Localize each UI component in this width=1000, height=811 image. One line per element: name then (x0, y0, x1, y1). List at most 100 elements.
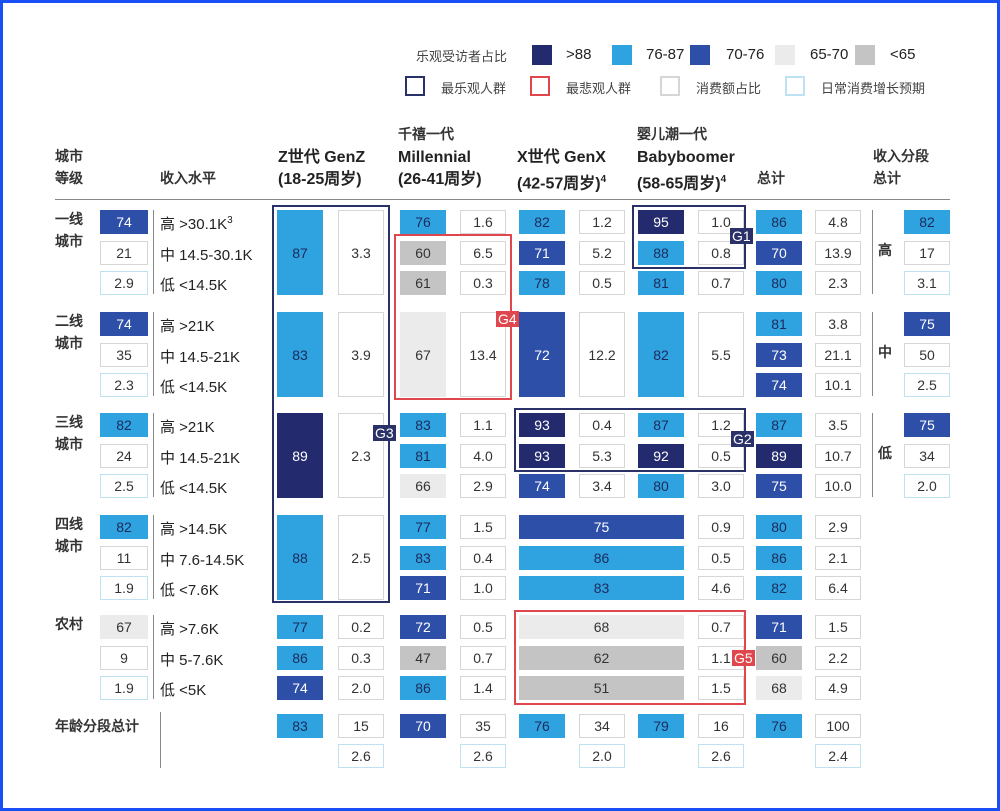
tier-label: 一线 (55, 212, 83, 228)
header-boomer-age: (58-65周岁)4 (637, 174, 727, 193)
header-mill: Millennial (398, 149, 471, 166)
total-share-cell: 81 (756, 312, 802, 336)
tier-growth-cell: 1.9 (100, 576, 148, 600)
genz-share-cell: 74 (277, 676, 323, 700)
genx-spend-cell: 0.5 (579, 271, 625, 295)
footnote-marker: 4 (600, 174, 607, 185)
mill-share-cell: 72 (400, 615, 446, 639)
total-spend-cell: 2.2 (815, 646, 861, 670)
income-label: 中 7.6-14.5K (160, 552, 245, 569)
legend-box-optimistic (405, 76, 425, 96)
income-label: 高 >14.5K (160, 521, 228, 538)
total-share-cell: 89 (756, 444, 802, 468)
group-tag-g3: G3 (373, 425, 396, 441)
header-genx: X世代 GenX (517, 149, 606, 166)
genx-spend-cell: 0.4 (579, 413, 625, 437)
tier-growth-cell: 2.5 (100, 474, 148, 498)
header-city-tier-2: 等级 (55, 171, 83, 187)
tier-share-cell: 74 (100, 312, 148, 336)
age-total-growth-cell: 2.6 (698, 744, 744, 768)
total-share-cell: 60 (756, 646, 802, 670)
header-genz-age: (18-25周岁) (278, 171, 362, 188)
income-divider (153, 210, 154, 294)
segment-divider (872, 210, 873, 294)
mill-share-cell: 83 (400, 546, 446, 570)
genz-spend-cell: 0.3 (338, 646, 384, 670)
tier-share-cell: 74 (100, 210, 148, 234)
tier-spend-cell: 35 (100, 343, 148, 367)
total-spend-cell: 2.1 (815, 546, 861, 570)
total-share-cell: 70 (756, 241, 802, 265)
mill-spend-cell: 1.4 (460, 676, 506, 700)
mill-spend-cell: 0.7 (460, 646, 506, 670)
age-total-growth-cell: 2.0 (579, 744, 625, 768)
segment-label: 低 (878, 446, 892, 462)
boomer-spend-cell: 0.8 (698, 241, 744, 265)
header-total: 总计 (757, 171, 785, 187)
income-label: 中 14.5-21K (160, 450, 241, 467)
age-total-share-cell: 76 (756, 714, 802, 738)
income-divider (153, 413, 154, 497)
genx-boomer-spend-cell: 4.6 (698, 576, 744, 600)
genz-share-cell: 87 (277, 210, 323, 295)
tier-share-cell: 67 (100, 615, 148, 639)
mill-spend-cell: 0.3 (460, 271, 506, 295)
segment-spend-cell: 34 (904, 444, 950, 468)
mill-share-cell: 67 (400, 312, 446, 397)
mill-share-cell: 60 (400, 241, 446, 265)
mill-spend-cell: 2.9 (460, 474, 506, 498)
mill-share-cell: 86 (400, 676, 446, 700)
tier-spend-cell: 11 (100, 546, 148, 570)
group-tag-g1: G1 (730, 228, 753, 244)
mill-share-cell: 47 (400, 646, 446, 670)
genx-spend-cell: 5.3 (579, 444, 625, 468)
header-income: 收入水平 (160, 171, 216, 187)
genz-share-cell: 83 (277, 312, 323, 397)
age-total-spend-cell: 34 (579, 714, 625, 738)
header-mill-age: (26-41周岁) (398, 171, 482, 188)
genz-share-cell: 89 (277, 413, 323, 498)
total-spend-cell: 10.7 (815, 444, 861, 468)
age-total-spend-cell: 16 (698, 714, 744, 738)
genx-share-cell: 93 (519, 444, 565, 468)
footnote-marker: 4 (720, 174, 727, 185)
boomer-spend-cell: 0.5 (698, 444, 744, 468)
genx-share-cell: 72 (519, 312, 565, 397)
mill-share-cell: 83 (400, 413, 446, 437)
total-share-cell: 74 (756, 373, 802, 397)
boomer-share-cell: 81 (638, 271, 684, 295)
income-label: 中 14.5-21K (160, 349, 241, 366)
genx-share-cell: 71 (519, 241, 565, 265)
income-divider (160, 712, 161, 768)
age-total-growth-cell: 2.4 (815, 744, 861, 768)
segment-spend-cell: 17 (904, 241, 950, 265)
age-total-share-cell: 79 (638, 714, 684, 738)
legend-share-label: 乐观受访者占比 (416, 50, 508, 65)
legend-swatch-r70_76 (690, 45, 710, 65)
total-spend-cell: 6.4 (815, 576, 861, 600)
income-label: 高 >21K (160, 318, 215, 335)
income-label: 高 >30.1K3 (160, 215, 233, 233)
income-divider (153, 515, 154, 599)
total-spend-cell: 3.8 (815, 312, 861, 336)
genz-spend-cell: 3.9 (338, 312, 384, 397)
legend-bin-label: >88 (566, 46, 592, 63)
tier-spend-cell: 24 (100, 444, 148, 468)
tier-label: 城市 (55, 234, 83, 250)
legend-swatch-r65_70 (775, 45, 795, 65)
genz-spend-cell: 2.3 (338, 413, 384, 498)
genx-spend-cell: 3.4 (579, 474, 625, 498)
age-total-growth-cell: 2.6 (460, 744, 506, 768)
header-segment: 收入分段 (873, 149, 929, 165)
total-spend-cell: 4.9 (815, 676, 861, 700)
legend-bin-label: 76-87 (646, 46, 685, 63)
segment-growth-cell: 2.5 (904, 373, 950, 397)
total-share-cell: 75 (756, 474, 802, 498)
genz-share-cell: 86 (277, 646, 323, 670)
mill-spend-cell: 0.5 (460, 615, 506, 639)
tier-label: 四线 (55, 517, 83, 533)
income-label: 低 <5K (160, 682, 207, 699)
mill-spend-cell: 0.4 (460, 546, 506, 570)
total-spend-cell: 21.1 (815, 343, 861, 367)
segment-share-cell: 82 (904, 210, 950, 234)
